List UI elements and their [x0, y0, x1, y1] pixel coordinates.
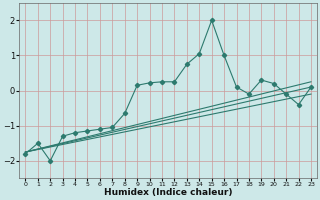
X-axis label: Humidex (Indice chaleur): Humidex (Indice chaleur): [104, 188, 232, 197]
